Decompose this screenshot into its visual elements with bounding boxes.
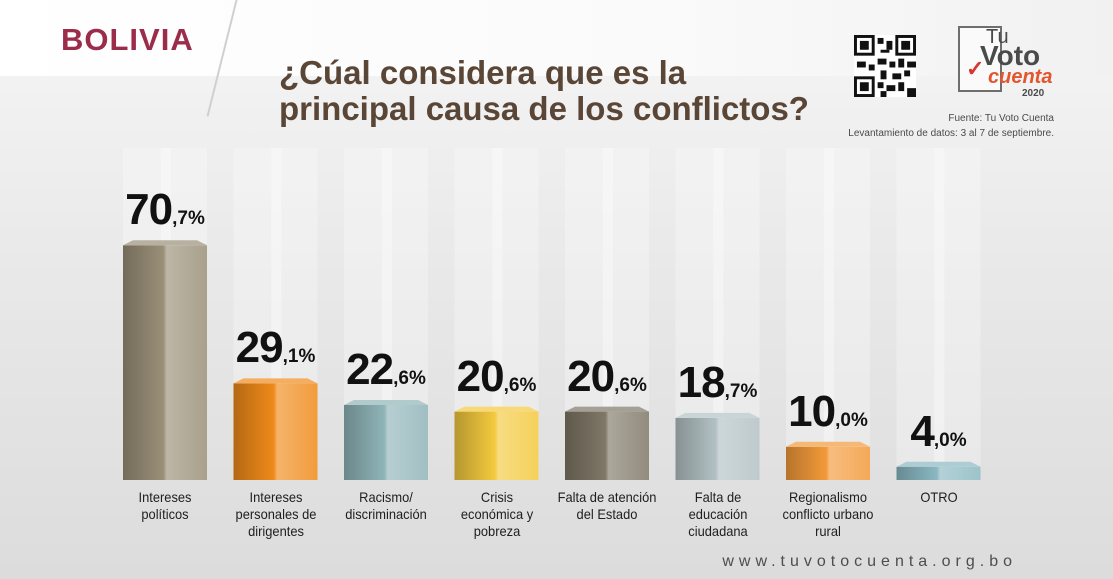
value-decimal: ,0% [835,409,868,431]
category-label-6: Regionalismo conflicto urbano rural [782,489,874,539]
bar-glass-highlight-6 [823,148,834,480]
bar-top-5 [675,412,760,418]
bar-glass-highlight-2 [381,148,392,480]
bar-glass-7 [896,148,981,480]
value-label-7: 4,0% [874,407,1004,457]
value-integer: 20 [567,351,615,401]
country-title: BOLIVIA [61,22,194,57]
logo-cuenta: cuenta [988,66,1053,88]
value-label-0: 70,7% [100,185,230,235]
survey-dates: Levantamiento de datos: 3 al 7 de septie… [848,128,1054,139]
value-decimal: ,6% [614,374,647,396]
bar-top-4 [565,406,649,412]
value-integer: 29 [235,323,284,373]
category-label-0: Intereses políticos [138,489,192,522]
value-decimal: ,1% [282,346,316,368]
source-line: Fuente: Tu Voto Cuenta [948,113,1054,124]
value-integer: 20 [456,351,505,401]
bar-5 [675,417,760,480]
check-mark-icon: ✓ [966,56,985,81]
value-label-6: 10,0% [763,387,893,437]
value-decimal: ,6% [393,367,426,389]
question-line-1: ¿Cúal considera que es la [279,54,687,91]
bar-top-7 [896,461,981,467]
bar-3 [454,411,539,480]
question-line-2: principal causa de los conflictos? [279,90,809,127]
tu-voto-cuenta-logo: ✓ Tu Voto cuenta 2020 [952,22,1062,104]
header-band [0,0,1113,76]
ballot-box-icon [958,26,1002,92]
category-label-7: OTRO [919,489,958,505]
value-label-1: 29,1% [211,323,341,373]
bar-2 [344,404,428,480]
value-label-5: 18,7% [653,358,783,408]
value-integer: 10 [788,386,836,436]
value-decimal: ,6% [503,374,537,396]
bar-glass-highlight-5 [713,148,724,480]
bar-glass-highlight-7 [934,148,945,480]
bar-7 [896,466,981,480]
bar-top-2 [344,399,428,405]
bar-4 [565,411,649,480]
value-decimal: ,0% [933,429,967,451]
bar-glass-highlight-1 [271,148,282,480]
category-label-5: Falta de educación ciudadana [687,489,748,539]
value-integer: 70 [125,185,173,235]
value-integer: 22 [346,344,394,394]
category-label-1: Intereses personales de dirigentes [235,489,316,539]
bar-glass-6 [786,148,870,480]
bar-1 [233,383,318,480]
value-label-2: 22,6% [321,345,451,395]
website-url[interactable]: www.tuvotocuenta.org.bo [722,553,1017,570]
logo-year: 2020 [1022,88,1045,99]
bar-glass-highlight-3 [492,148,503,480]
bar-6 [786,446,870,480]
value-integer: 18 [677,357,726,407]
category-label-2: Racismo/discriminación [345,489,427,522]
category-label-3: Crisis económica y pobreza [460,489,533,539]
category-label-4: Falta de atención del Estado [557,489,657,522]
value-decimal: ,7% [724,380,758,402]
value-decimal: ,7% [172,208,205,230]
bar-0 [123,245,207,480]
value-label-3: 20,6% [432,352,562,402]
logo-tu: Tu [986,26,1009,48]
bar-glass-highlight-4 [602,148,613,480]
value-integer: 4 [910,406,935,456]
bar-top-3 [454,406,539,412]
logo-voto: Voto [980,40,1041,71]
bar-top-1 [233,378,318,384]
value-label-4: 20,6% [542,352,672,402]
qr-code-icon [854,35,916,97]
bar-top-0 [123,240,207,246]
bar-top-6 [786,441,870,447]
